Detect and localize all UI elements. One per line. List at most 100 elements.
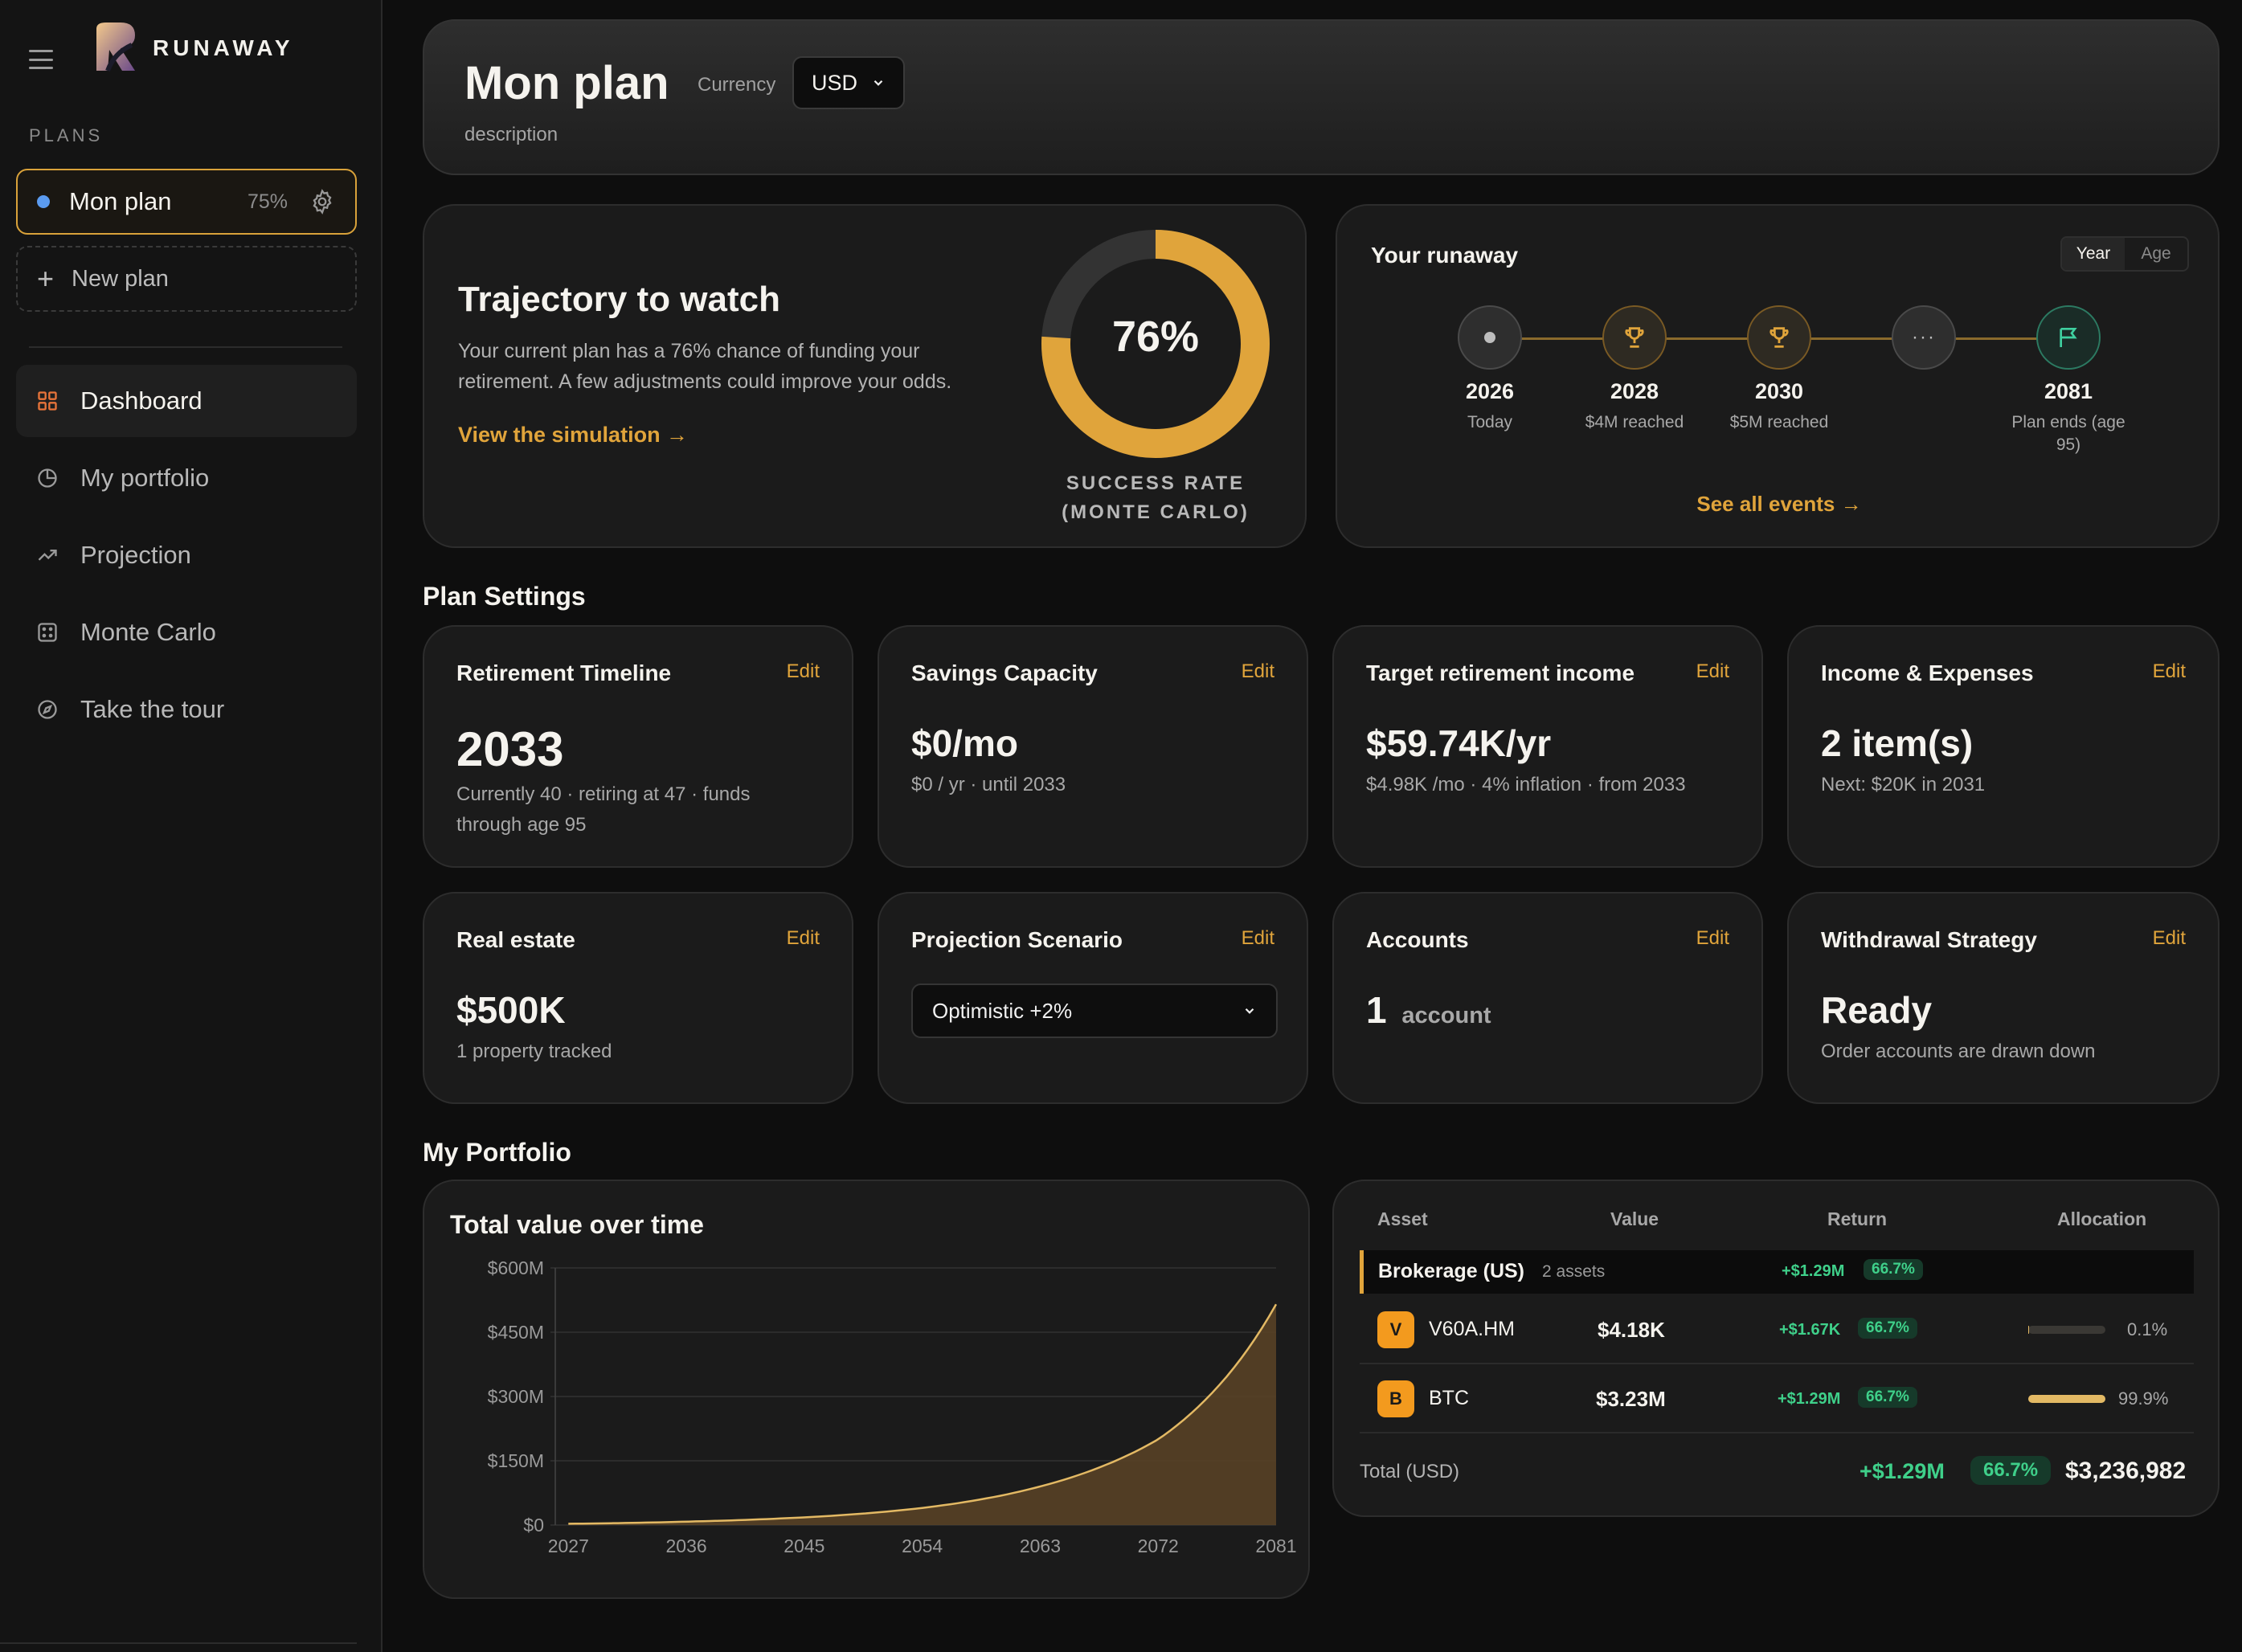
donut-progress-arc	[1041, 230, 1270, 458]
sidebar-divider	[29, 346, 342, 348]
edit-button[interactable]: Edit	[786, 660, 820, 682]
x-tick-label: 2054	[902, 1535, 943, 1556]
y-tick-label: $150M	[488, 1450, 544, 1471]
chart-series-line	[568, 1303, 1278, 1525]
new-plan-button[interactable]: + New plan	[16, 246, 357, 312]
y-tick-label: $450M	[488, 1322, 544, 1343]
milestone-year: 2026	[1465, 379, 1515, 403]
account-count: 1	[1366, 989, 1387, 1031]
new-plan-label: New plan	[72, 265, 169, 292]
milestone-node-today[interactable]	[1458, 305, 1522, 370]
allocation-bar-fill	[2028, 1395, 2105, 1403]
success-rate-caption: SUCCESS RATE (MONTE CARLO)	[1035, 469, 1276, 527]
success-caption-line-1: SUCCESS RATE	[1066, 472, 1246, 494]
total-label: Total (USD)	[1360, 1461, 1460, 1482]
card-title: Savings Capacity	[911, 660, 1098, 685]
edit-button[interactable]: Edit	[786, 927, 820, 949]
my-portfolio-heading: My Portfolio	[423, 1138, 571, 1167]
allocation-bar	[2028, 1326, 2105, 1334]
table-row[interactable]: V V60A.HM $4.18K +$1.67K 66.7% 0.1%	[1360, 1295, 2194, 1364]
edit-button[interactable]: Edit	[1696, 660, 1729, 682]
total-return-pct: 66.7%	[1970, 1456, 2052, 1485]
nav-item-dashboard[interactable]: Dashboard	[16, 365, 357, 437]
card-subtext: $4.98K /mo · 4% inflation · from 2033	[1366, 774, 1686, 795]
milestone-label: $5M reached	[1729, 413, 1829, 431]
table-row[interactable]: B BTC $3.23M +$1.29M 66.7% 99.9%	[1360, 1364, 2194, 1433]
plan-item-active[interactable]: Mon plan 75%	[16, 169, 357, 235]
y-tick-label: $300M	[488, 1386, 544, 1407]
nav-item-portfolio[interactable]: My portfolio	[16, 442, 357, 514]
card-title: Accounts	[1366, 927, 1469, 952]
group-count: 2 assets	[1542, 1262, 1606, 1281]
milestone-node-2028[interactable]	[1602, 305, 1667, 370]
runaway-card: Your runaway Year Age ··· 2026 Today 202…	[1336, 204, 2219, 548]
milestone-year: 2028	[1610, 379, 1659, 403]
edit-button[interactable]: Edit	[2152, 927, 2186, 949]
gear-icon[interactable]	[309, 188, 336, 215]
edit-button[interactable]: Edit	[2152, 660, 2186, 682]
dice-icon	[35, 620, 59, 644]
card-title: Retirement Timeline	[456, 660, 672, 685]
card-title: Income & Expenses	[1821, 660, 2034, 685]
scenario-select[interactable]: Optimistic +2%	[911, 983, 1278, 1038]
flag-icon	[2060, 328, 2077, 347]
menu-icon[interactable]	[29, 50, 53, 69]
nav-item-tour[interactable]: Take the tour	[16, 673, 357, 746]
toggle-year[interactable]: Year	[2062, 238, 2125, 270]
runaway-title: Your runaway	[1371, 243, 1519, 268]
edit-button[interactable]: Edit	[1241, 927, 1274, 949]
edit-button[interactable]: Edit	[1241, 660, 1274, 682]
view-simulation-link[interactable]: View the simulation →	[458, 423, 689, 447]
plans-section-label: PLANS	[29, 125, 104, 145]
portfolio-table-card: Asset Value Return Allocation Brokerage …	[1332, 1180, 2219, 1517]
nav-item-projection[interactable]: Projection	[16, 519, 357, 591]
asset-return-pct: 66.7%	[1858, 1387, 1917, 1408]
chevron-down-icon	[1245, 1008, 1254, 1014]
allocation-value: 99.9%	[2118, 1388, 2169, 1409]
card-value: $500K	[456, 989, 566, 1031]
asset-name: BTC	[1429, 1387, 1469, 1409]
chart-title: Total value over time	[450, 1210, 704, 1239]
card-value: $0/mo	[911, 722, 1018, 764]
x-tick-label: 2063	[1020, 1535, 1061, 1556]
card-value: 1 account	[1366, 988, 1491, 1032]
card-title: Real estate	[456, 927, 575, 952]
milestone-node-more[interactable]: ···	[1892, 305, 1956, 370]
milestone-node-end[interactable]	[2036, 305, 2101, 370]
nav-label: My portfolio	[80, 464, 210, 492]
group-row-brokerage[interactable]: Brokerage (US) 2 assets +$1.29M 66.7%	[1360, 1250, 2194, 1294]
card-title: Projection Scenario	[911, 927, 1123, 952]
x-tick-label: 2072	[1138, 1535, 1179, 1556]
plan-description: description	[464, 124, 558, 145]
income-expenses-card: Income & Expenses Edit 2 item(s) Next: $…	[1787, 625, 2219, 868]
accounts-card: Accounts Edit 1 account	[1332, 892, 1763, 1104]
group-return: +$1.29M	[1782, 1262, 1845, 1280]
asset-return-pct: 66.7%	[1858, 1318, 1917, 1339]
asset-badge: V	[1377, 1311, 1414, 1348]
currency-value: USD	[812, 70, 858, 95]
edit-button[interactable]: Edit	[1696, 927, 1729, 949]
card-value: 2033	[456, 722, 564, 776]
toggle-age[interactable]: Age	[2141, 244, 2171, 263]
success-caption-line-2: (MONTE CARLO)	[1062, 501, 1250, 523]
nav-label: Monte Carlo	[80, 618, 216, 646]
allocation-bar	[2028, 1395, 2105, 1403]
card-subtext: $0 / yr · until 2033	[911, 774, 1066, 795]
chevron-down-icon	[873, 80, 883, 86]
target-income-card: Target retirement income Edit $59.74K/yr…	[1332, 625, 1763, 868]
nav-item-monte-carlo[interactable]: Monte Carlo	[16, 596, 357, 669]
sidebar-bottom-divider	[0, 1642, 357, 1644]
milestone-node-2030[interactable]	[1747, 305, 1811, 370]
total-value: $3,236,982	[2065, 1458, 2187, 1484]
total-value-chart-card: Total value over time $0 $150M $300M $450M $…	[423, 1180, 1310, 1599]
card-title: Target retirement income	[1366, 660, 1635, 685]
currency-label: Currency	[698, 74, 776, 96]
withdrawal-strategy-card: Withdrawal Strategy Edit Ready Order acc…	[1787, 892, 2219, 1104]
see-all-events-link[interactable]: See all events →	[1696, 492, 1862, 516]
currency-select[interactable]: USD	[792, 56, 905, 109]
asset-badge: B	[1377, 1380, 1414, 1417]
card-title: Withdrawal Strategy	[1821, 927, 2037, 952]
total-return: +$1.29M	[1859, 1459, 1945, 1483]
total-value-chart: $0 $150M $300M $450M $600M 2027 2036 2045 2054 20…	[488, 1257, 1297, 1556]
